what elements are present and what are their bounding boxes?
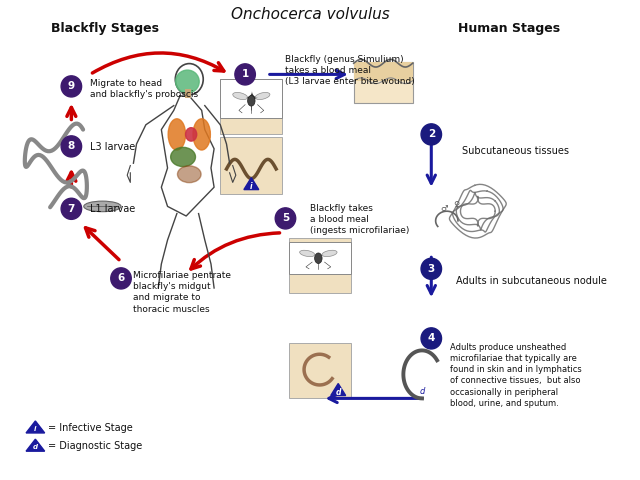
- Text: Subcutaneous tissues: Subcutaneous tissues: [462, 146, 570, 156]
- Ellipse shape: [315, 253, 322, 264]
- Ellipse shape: [61, 198, 82, 219]
- Ellipse shape: [193, 119, 211, 150]
- Ellipse shape: [275, 208, 296, 229]
- Text: |: |: [250, 99, 253, 110]
- Ellipse shape: [248, 96, 255, 106]
- Text: = Diagnostic Stage: = Diagnostic Stage: [49, 442, 143, 451]
- Text: Adults produce unsheathed
microfilariae that typically are
found in skin and in : Adults produce unsheathed microfilariae …: [450, 343, 582, 408]
- Text: 1: 1: [241, 70, 249, 79]
- Bar: [220, 79, 282, 134]
- Ellipse shape: [233, 93, 248, 99]
- Ellipse shape: [168, 119, 186, 150]
- Text: 3: 3: [428, 264, 435, 274]
- Text: 9: 9: [68, 82, 75, 91]
- Text: L1 larvae: L1 larvae: [90, 204, 135, 214]
- Bar: [289, 242, 351, 274]
- Bar: [220, 137, 282, 194]
- Ellipse shape: [61, 136, 82, 157]
- Polygon shape: [26, 439, 45, 451]
- Ellipse shape: [300, 250, 315, 257]
- Text: Blackfly (genus Simulium)
takes a blood meal
(L3 larvae enter bite wound): Blackfly (genus Simulium) takes a blood …: [285, 55, 415, 86]
- Bar: [289, 343, 351, 398]
- Ellipse shape: [421, 258, 442, 279]
- Text: 2: 2: [428, 130, 435, 139]
- Text: 6: 6: [117, 274, 125, 283]
- Text: Blackfly Stages: Blackfly Stages: [51, 22, 159, 35]
- Bar: [289, 238, 351, 293]
- Bar: [220, 79, 282, 118]
- Bar: [354, 62, 413, 103]
- Text: Blackfly takes
a blood meal
(ingests microfilariae): Blackfly takes a blood meal (ingests mic…: [310, 204, 410, 235]
- Text: 8: 8: [68, 142, 75, 151]
- Text: d: d: [33, 444, 38, 450]
- Text: Onchocerca volvulus: Onchocerca volvulus: [231, 7, 390, 22]
- Text: 4: 4: [428, 334, 435, 343]
- Text: d: d: [335, 388, 341, 396]
- Text: i: i: [34, 426, 36, 432]
- Text: Human Stages: Human Stages: [458, 22, 560, 35]
- Text: i: i: [250, 182, 253, 191]
- Ellipse shape: [421, 328, 442, 349]
- Text: Migrate to head
and blackfly's proboscis: Migrate to head and blackfly's proboscis: [90, 79, 198, 99]
- Ellipse shape: [177, 166, 201, 182]
- Ellipse shape: [255, 93, 270, 99]
- Text: 5: 5: [282, 214, 289, 223]
- Ellipse shape: [235, 64, 255, 85]
- Text: L3 larvae: L3 larvae: [90, 142, 135, 152]
- Ellipse shape: [171, 147, 195, 167]
- Ellipse shape: [175, 70, 199, 93]
- Ellipse shape: [421, 124, 442, 145]
- Ellipse shape: [111, 268, 131, 289]
- Text: ✦: ✦: [244, 90, 259, 108]
- Text: = Infective Stage: = Infective Stage: [49, 423, 133, 433]
- Ellipse shape: [61, 76, 82, 97]
- Text: Microfilariae pentrate
blackfly's midgut
and migrate to
thoracic muscles: Microfilariae pentrate blackfly's midgut…: [133, 271, 232, 313]
- Ellipse shape: [84, 201, 121, 212]
- Polygon shape: [331, 384, 346, 396]
- Polygon shape: [26, 421, 45, 433]
- Ellipse shape: [186, 128, 196, 141]
- Bar: [185, 89, 191, 98]
- Text: 7: 7: [68, 204, 75, 214]
- Text: ♀: ♀: [453, 200, 459, 208]
- Ellipse shape: [322, 250, 337, 257]
- Bar: [354, 62, 413, 81]
- Text: ♂: ♂: [440, 204, 447, 213]
- Text: Adults in subcutaneous nodule: Adults in subcutaneous nodule: [456, 276, 607, 286]
- Text: d: d: [419, 387, 425, 396]
- Polygon shape: [244, 178, 259, 190]
